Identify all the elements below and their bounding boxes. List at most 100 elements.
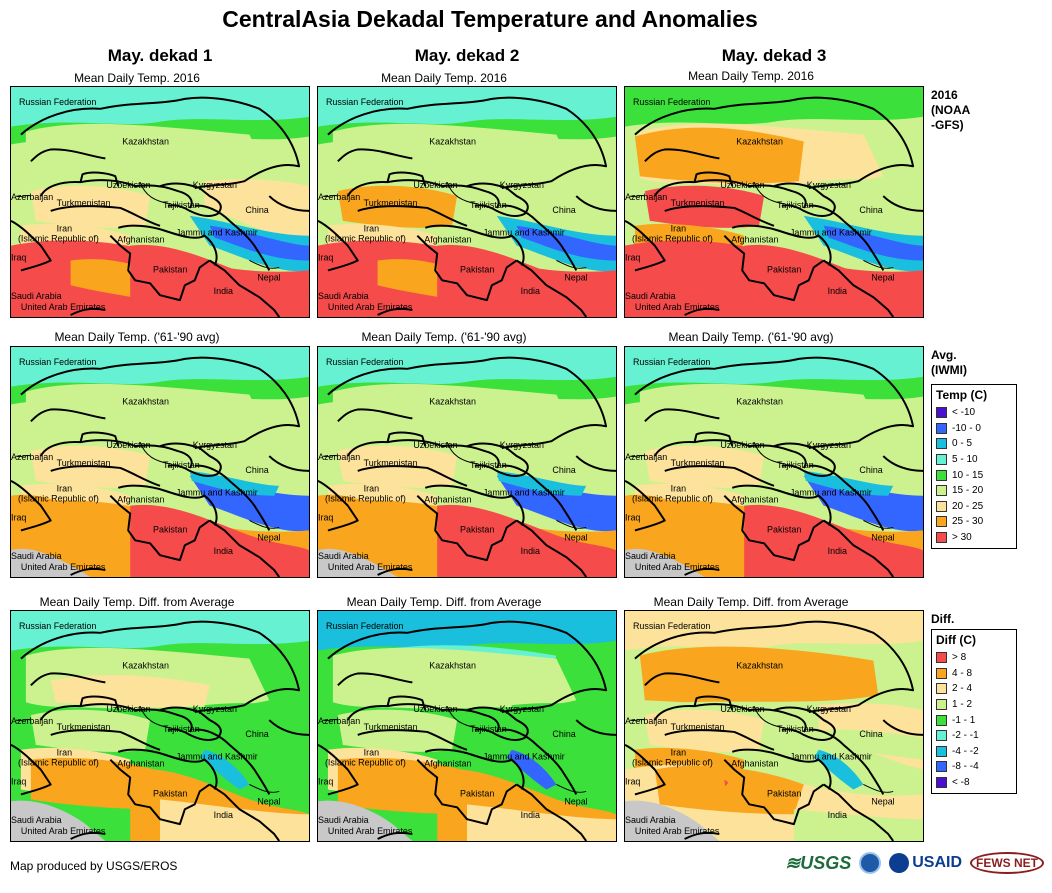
place-label-azerbaijan: Azerbaijan <box>318 452 360 462</box>
place-label-iraq: Iraq <box>11 512 26 522</box>
place-label-tajikistan: Tajikistan <box>163 200 200 210</box>
province-border <box>629 454 646 458</box>
place-label-jammu: Jammu and Kashmir <box>483 228 565 238</box>
place-label-kyrgyzstan: Kyrgyzstan <box>500 440 544 450</box>
legend-item: 0 - 5 <box>936 436 1012 452</box>
country-border <box>79 171 120 187</box>
usgs-logo[interactable]: ≋USGS <box>785 852 852 873</box>
place-label-nepal: Nepal <box>257 272 280 282</box>
map-panel[interactable]: Russian Federation Kazakhstan Uzbekistan Ky… <box>317 610 617 842</box>
country-border <box>684 831 720 840</box>
place-label-kyrgyzstan: Kyrgyzstan <box>193 440 237 450</box>
country-border <box>39 179 193 209</box>
legend-swatch <box>936 500 947 512</box>
place-label-iraq: Iraq <box>625 776 640 786</box>
country-border <box>327 620 608 714</box>
country-border <box>466 442 529 477</box>
place-label-tajikistan: Tajikistan <box>470 724 507 734</box>
place-label-kyrgyzstan: Kyrgyzstan <box>500 180 544 190</box>
country-border <box>516 783 588 841</box>
country-border <box>653 179 807 209</box>
country-border <box>416 235 518 302</box>
province-border <box>753 706 785 729</box>
place-label-saudi: Saudi Arabia <box>625 551 676 561</box>
place-label-india: India <box>521 286 540 296</box>
place-label-kazakhstan: Kazakhstan <box>122 397 169 407</box>
country-border <box>30 408 106 423</box>
map-panel[interactable]: Russian Federation Kazakhstan Uzbekistan Ky… <box>10 86 310 318</box>
map-panel[interactable]: Russian Federation Kazakhstan Uzbekistan Ky… <box>10 346 310 578</box>
place-label-uzbekistan: Uzbekistan <box>413 704 457 714</box>
place-label-turkmenistan: Turkmenistan <box>671 722 725 732</box>
place-label-iran1: Iran <box>671 748 686 758</box>
legend-swatch <box>936 699 947 711</box>
place-label-china: China <box>552 205 575 215</box>
country-border <box>501 728 578 795</box>
province-border <box>556 784 587 793</box>
legend-item: 2 - 4 <box>936 681 1012 697</box>
map-panel[interactable]: Russian Federation Kazakhstan Uzbekistan Ky… <box>317 86 617 318</box>
country-border <box>109 759 211 826</box>
map-color-region <box>332 383 577 447</box>
map-color-region <box>724 779 729 787</box>
place-label-india: India <box>828 810 847 820</box>
legend-item: > 8 <box>936 650 1012 666</box>
map-color-region <box>813 749 864 790</box>
country-border <box>194 464 271 531</box>
legend-label: -1 - 1 <box>952 714 976 726</box>
country-border <box>664 465 775 487</box>
place-label-uae: United Arab Emirates <box>21 562 106 572</box>
fews-net-logo[interactable]: FEWS NET <box>970 852 1044 874</box>
country-border <box>377 567 413 576</box>
map-panel[interactable]: Russian Federation Kazakhstan Uzbekistan Ky… <box>624 346 924 578</box>
noaa-logo[interactable] <box>859 852 882 874</box>
country-border <box>11 479 52 532</box>
place-label-india: India <box>214 286 233 296</box>
place-label-china: China <box>859 729 882 739</box>
map-panel[interactable]: Russian Federation Kazakhstan Uzbekistan Ky… <box>624 86 924 318</box>
place-label-nepal: Nepal <box>871 796 894 806</box>
map-svg: Russian Federation Kazakhstan Uzbekistan Ky… <box>625 611 923 841</box>
map-color-region <box>654 765 804 815</box>
place-label-india: India <box>214 810 233 820</box>
place-label-azerbaijan: Azerbaijan <box>625 452 667 462</box>
place-label-azerbaijan: Azerbaijan <box>625 192 667 202</box>
map-panel[interactable]: Russian Federation Kazakhstan Uzbekistan Ky… <box>624 610 924 842</box>
country-border <box>882 455 923 472</box>
map-panel[interactable]: Russian Federation Kazakhstan Uzbekistan Ky… <box>10 610 310 842</box>
province-border <box>139 182 171 205</box>
place-label-saudi: Saudi Arabia <box>11 551 62 561</box>
country-border <box>723 235 825 302</box>
country-border <box>20 620 301 714</box>
place-label-pakistan: Pakistan <box>153 788 187 798</box>
legend-label: 1 - 2 <box>952 699 973 711</box>
country-border <box>117 748 218 790</box>
country-border <box>731 224 832 266</box>
country-border <box>424 224 525 266</box>
usaid-seal-icon <box>889 853 910 873</box>
legend-swatch <box>936 730 947 742</box>
place-label-tajikistan: Tajikistan <box>163 460 200 470</box>
country-border <box>516 259 588 317</box>
legend-swatch <box>936 532 947 544</box>
legend-label: 15 - 20 <box>952 485 984 497</box>
place-label-pakistan: Pakistan <box>767 524 801 534</box>
country-border <box>79 695 120 711</box>
usaid-logo[interactable]: USAID <box>889 853 962 873</box>
map-color-region <box>25 383 270 447</box>
map-color-region <box>793 809 923 841</box>
country-border <box>575 455 616 472</box>
place-label-iran1: Iran <box>57 484 72 494</box>
place-label-uae: United Arab Emirates <box>21 302 106 312</box>
place-label-tajikistan: Tajikistan <box>777 200 814 210</box>
map-panel[interactable]: Russian Federation Kazakhstan Uzbekistan Ky… <box>317 346 617 578</box>
legend-swatch <box>936 777 947 789</box>
row2-col1-subtitle: Mean Daily Temp. ('61-'90 avg) <box>54 330 220 344</box>
place-label-kazakhstan: Kazakhstan <box>122 661 169 671</box>
map-color-region <box>803 470 894 496</box>
country-border <box>416 759 518 826</box>
map-color-region <box>204 439 309 506</box>
legend-label: 5 - 10 <box>952 454 978 466</box>
place-label-kyrgyzstan: Kyrgyzstan <box>807 180 851 190</box>
country-border <box>209 259 281 317</box>
